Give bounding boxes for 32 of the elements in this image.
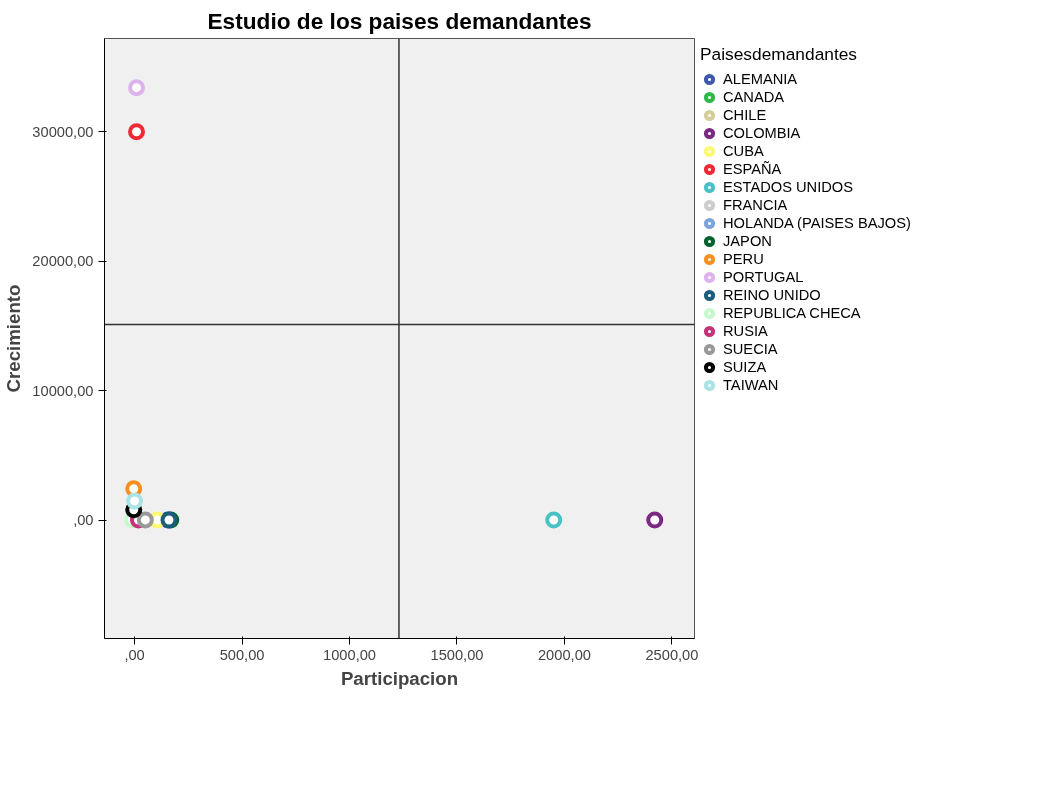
- legend-label: CUBA: [723, 143, 764, 159]
- x-tick-label: ,00: [124, 646, 145, 663]
- x-tick-label: 2000,00: [537, 646, 591, 663]
- legend-label: ESTADOS UNIDOS: [723, 179, 854, 195]
- legend-label: ESPAÑA: [723, 161, 782, 177]
- legend-label: FRANCIA: [723, 197, 788, 213]
- legend-label: RUSIA: [723, 323, 768, 339]
- legend-label: HOLANDA (PAISES BAJOS): [723, 215, 911, 231]
- legend-title: Paisesdemandantes: [700, 44, 859, 65]
- legend-label: JAPON: [723, 233, 772, 249]
- legend-label: COLOMBIA: [723, 125, 801, 141]
- legend-label: REPUBLICA CHECA: [723, 305, 861, 321]
- y-tick-label: 10000,00: [32, 382, 94, 399]
- legend-label: SUIZA: [723, 359, 767, 375]
- legend-label: REINO UNIDO: [723, 287, 821, 303]
- legend-label: ALEMANIA: [723, 71, 798, 87]
- legend-label: CANADA: [723, 89, 785, 105]
- x-tick-label: 1500,00: [430, 646, 484, 663]
- x-tick-label: 2500,00: [645, 646, 699, 663]
- y-tick-label: 20000,00: [32, 253, 94, 270]
- legend-label: PERU: [723, 251, 764, 267]
- legend-label: SUECIA: [723, 341, 778, 357]
- x-axis-title: Participacion: [340, 667, 459, 689]
- legend-label: TAIWAN: [723, 377, 779, 393]
- y-tick-label: 30000,00: [32, 123, 94, 140]
- x-tick-label: 500,00: [219, 646, 265, 663]
- chart-title: Estudio de los paises demandantes: [207, 7, 592, 34]
- legend-label: CHILE: [723, 107, 767, 123]
- y-tick-label: ,00: [73, 512, 94, 529]
- x-tick-label: 1000,00: [323, 646, 377, 663]
- legend-label: PORTUGAL: [723, 269, 804, 285]
- y-axis-title: Crecimiento: [3, 284, 25, 393]
